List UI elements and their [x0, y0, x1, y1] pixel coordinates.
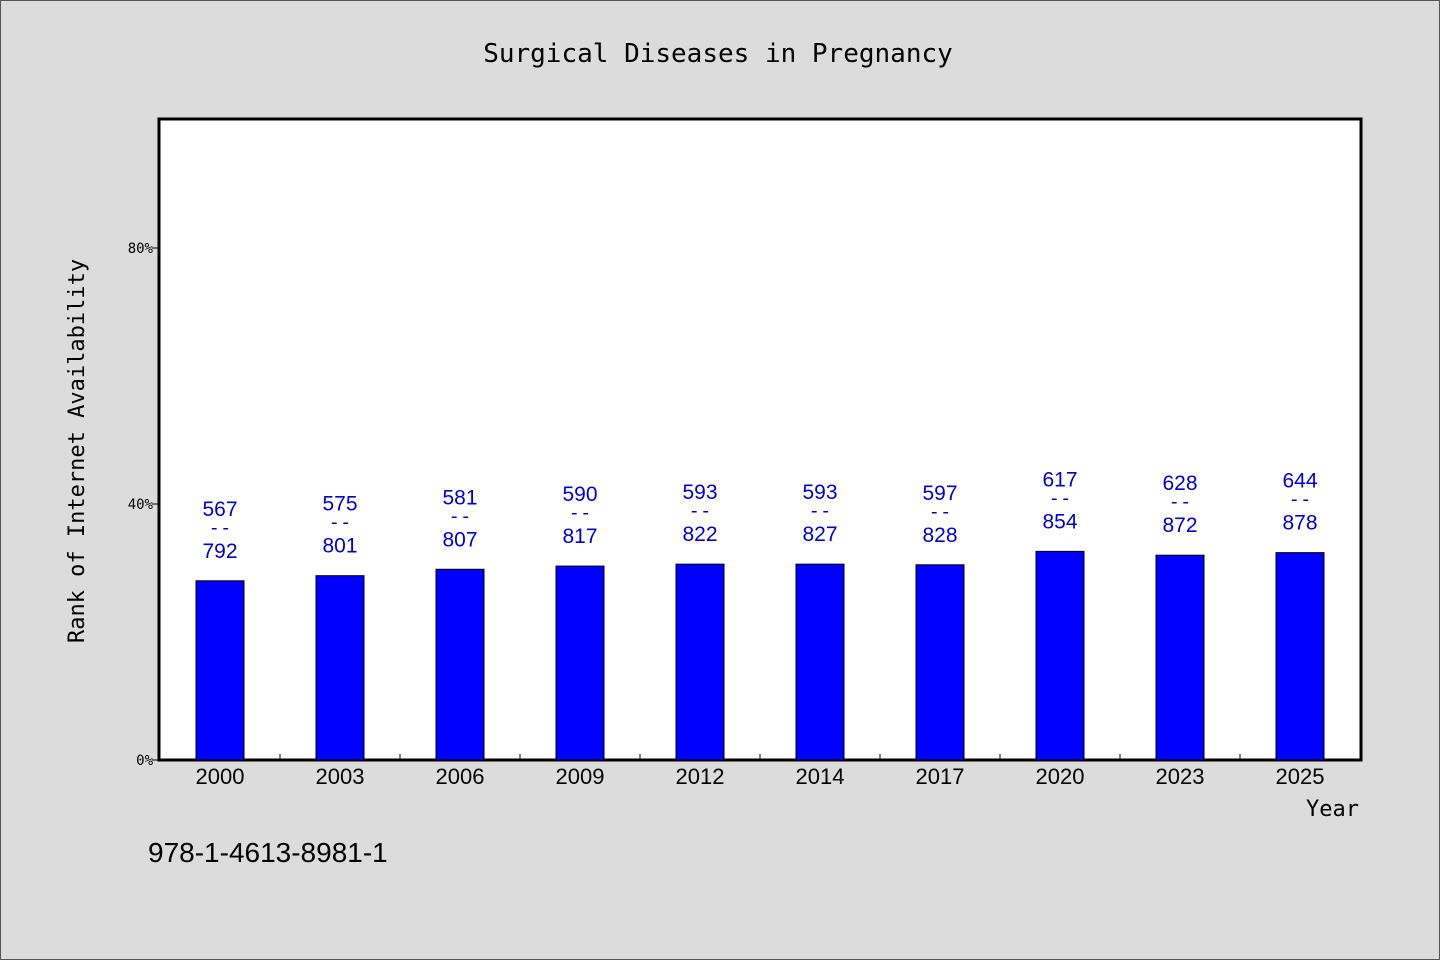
data-label-separator: -- [449, 505, 472, 527]
x-tick-label: 2012 [676, 764, 725, 789]
data-label-bottom: 817 [562, 525, 597, 548]
data-label-bottom: 872 [1162, 514, 1197, 537]
data-label-separator: -- [689, 500, 712, 522]
x-tick-label: 2014 [796, 764, 845, 789]
bar [195, 580, 245, 761]
x-axis: 2000 2003 2006 2009 2012 2014 2017 2020 2023 2025 [196, 754, 1325, 789]
x-tick-label: 2006 [436, 764, 485, 789]
data-label-bottom: 827 [802, 523, 837, 546]
data-label-top: 590 [562, 483, 597, 506]
chart-title: Surgical Diseases in Pregnancy [483, 39, 953, 69]
data-label-bottom: 792 [202, 540, 237, 563]
y-tick-label: 80% [128, 241, 154, 257]
data-label-separator: -- [1049, 487, 1072, 509]
bar [315, 575, 365, 761]
data-label-top: 597 [922, 482, 957, 505]
data-label-bottom: 878 [1282, 512, 1317, 535]
y-axis: 0% 40% 80% [128, 241, 160, 769]
footnote-code: 978-1-4613-8981-1 [148, 837, 388, 868]
x-axis-label: Year [1306, 797, 1359, 822]
data-labels-group: 567--792575--801581--807590--817593--822… [202, 468, 1317, 562]
bar [675, 563, 725, 761]
y-tick-label: 40% [128, 497, 154, 513]
bar [915, 564, 965, 761]
data-label-top: 575 [322, 493, 357, 516]
data-label-top: 593 [682, 481, 717, 504]
x-tick-label: 2009 [556, 764, 605, 789]
data-label-top: 581 [442, 486, 477, 509]
data-label-separator: -- [569, 502, 592, 524]
data-label-separator: -- [209, 517, 232, 539]
bar [555, 565, 605, 761]
data-label-top: 617 [1042, 468, 1077, 491]
y-tick-label: 0% [136, 753, 153, 769]
bar [1275, 552, 1325, 761]
data-label-top: 644 [1282, 470, 1317, 493]
x-tick-label: 2003 [316, 764, 365, 789]
x-tick-label: 2000 [196, 764, 245, 789]
data-label-bottom: 854 [1042, 510, 1077, 533]
bar [435, 568, 485, 761]
data-label-bottom: 828 [922, 524, 957, 547]
data-label-top: 593 [802, 481, 837, 504]
bar [1035, 550, 1085, 761]
data-label-separator: -- [809, 500, 832, 522]
data-label-separator: -- [929, 501, 952, 523]
data-label-bottom: 807 [442, 528, 477, 551]
data-label-separator: -- [1169, 491, 1192, 513]
x-tick-label: 2023 [1156, 764, 1205, 789]
bar [1155, 554, 1205, 761]
data-label-bottom: 801 [322, 535, 357, 558]
data-label-bottom: 822 [682, 523, 717, 546]
x-tick-label: 2025 [1276, 764, 1325, 789]
data-label-top: 567 [202, 498, 237, 521]
y-axis-label: Rank of Internet Availability [65, 259, 90, 643]
data-label-separator: -- [1289, 489, 1312, 511]
bar [795, 563, 845, 761]
x-tick-label: 2020 [1036, 764, 1085, 789]
x-tick-label: 2017 [916, 764, 965, 789]
bars-group [195, 550, 1325, 761]
data-label-top: 628 [1162, 472, 1197, 495]
data-label-separator: -- [329, 512, 352, 534]
